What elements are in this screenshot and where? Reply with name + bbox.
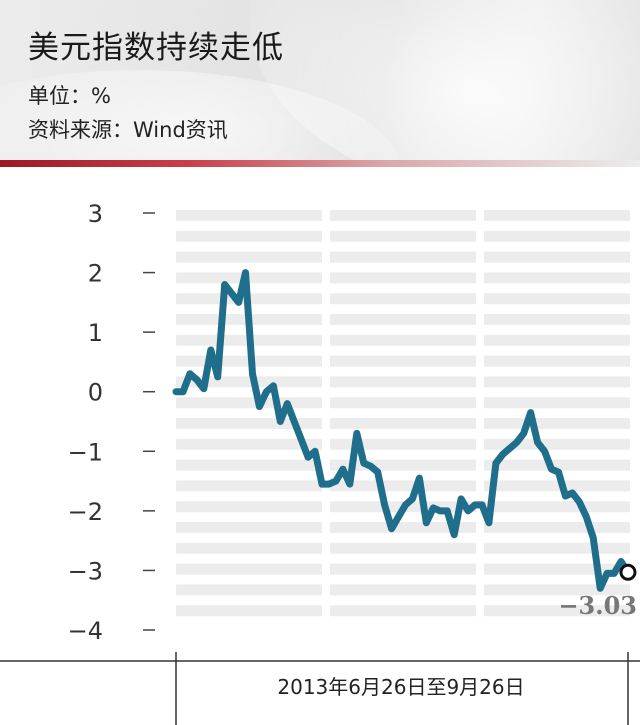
end-point-marker [619,563,637,581]
background-band [330,584,476,596]
background-band [330,376,476,388]
label-layer: −3.03 [558,591,637,620]
background-band [484,563,630,575]
background-band [330,542,476,554]
y-tick-label: −2 [68,498,103,526]
background-band [484,251,630,263]
background-band [484,272,630,284]
y-tick-label: 3 [88,200,103,228]
background-band [484,605,630,617]
y-axis: 3 2 1 0 −1 −2 −3 −4 [68,200,155,645]
source-label: 资料来源：Wind资讯 [28,118,228,142]
series-line [172,269,632,592]
background-band [330,438,476,450]
y-tick-label: −3 [68,557,103,585]
background-band [484,584,630,596]
background-band [484,210,630,221]
background-band [484,459,630,471]
background-band [330,293,476,305]
background-band [484,501,630,513]
background-band [176,480,322,492]
background-band [484,334,630,346]
background-band [176,397,322,409]
background-band [330,418,476,429]
background-band [176,418,322,429]
background-band [176,522,322,533]
chart-header: 美元指数持续走低 单位：% 资料来源：Wind资讯 [0,0,640,162]
background-band [176,251,322,263]
y-tick-label: 1 [88,319,103,347]
background-band [176,376,322,388]
background-band [484,230,630,242]
x-axis-label: 2013年6月26日至9月26日 [277,675,525,699]
background-band [330,563,476,575]
background-band [330,251,476,263]
background-band [484,418,630,429]
background-band [176,563,322,575]
chart-title: 美元指数持续走低 [28,30,284,66]
background-band [484,293,630,305]
background-band [330,334,476,346]
background-band [176,584,322,596]
background-band [176,459,322,471]
unit-label: 单位：% [28,84,111,108]
background-band [484,542,630,554]
background-band [176,542,322,554]
series-layer [172,269,637,592]
background-band [330,210,476,221]
background-band [176,210,322,221]
y-tick-label: −4 [68,617,103,645]
background-band [330,397,476,409]
background-band [330,314,476,325]
end-value-label: −3.03 [558,591,637,620]
background-band [484,355,630,367]
background-band [330,272,476,284]
background-band [176,605,322,617]
background-band [330,480,476,492]
y-tick-label: 2 [88,260,103,288]
y-tick-label: 0 [88,379,103,407]
y-tick-label: −1 [68,438,103,466]
background-band [484,480,630,492]
background-band [484,397,630,409]
background-band [330,522,476,533]
background-band [176,501,322,513]
background-band [176,438,322,450]
background-band [330,605,476,617]
background-band [330,355,476,367]
header-accent-bar [0,160,640,167]
background-band [330,230,476,242]
background-band [176,230,322,242]
background-band [484,376,630,388]
chart-frame [0,652,640,725]
background-band [484,314,630,325]
background-band [484,522,630,533]
